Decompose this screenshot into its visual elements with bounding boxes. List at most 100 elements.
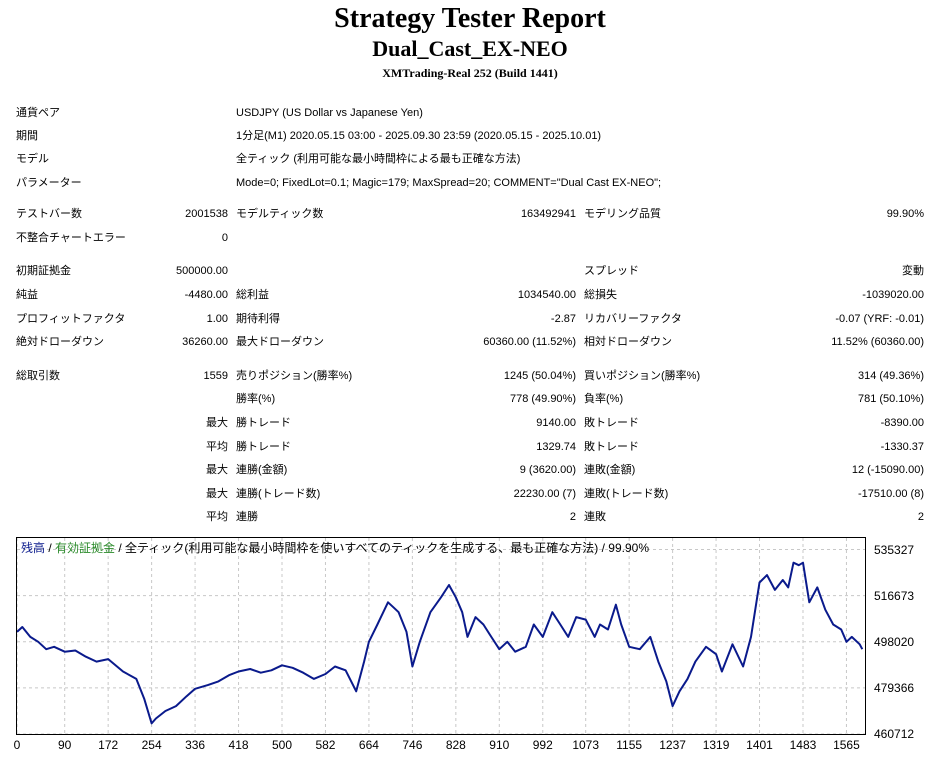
stat-value: 781 (50.10%)	[857, 393, 924, 405]
stat-value: 60360.00 (11.52%)	[483, 336, 576, 348]
stat-value: 変動	[902, 265, 924, 277]
stat-label: 連勝	[236, 511, 258, 523]
chart-caption-separator: /	[45, 541, 56, 555]
stat-value: 1245 (50.04%)	[503, 370, 576, 382]
x-tick-label: 910	[489, 738, 510, 752]
chart-caption: 残高 / 有効証拠金 / 全ティック(利用可能な最小時間枠を使いすべてのティック…	[21, 541, 649, 556]
stat-label: テストバー数	[16, 208, 82, 220]
stat-label: モデリング品質	[584, 208, 661, 220]
x-tick-label: 90	[58, 738, 72, 752]
y-tick-label: 460712	[874, 727, 915, 741]
stat-label: 総取引数	[16, 370, 60, 382]
settings-label: 通貨ペア	[16, 107, 60, 119]
stat-label: 売りポジション(勝率%)	[236, 370, 353, 382]
stat-label: 不整合チャートエラー	[16, 232, 126, 244]
stat-label: 総損失	[584, 289, 617, 301]
x-tick-label: 582	[315, 738, 336, 752]
chart-caption-details: / 全ティック(利用可能な最小時間枠を使いすべてのティックを生成する、最も正確な…	[115, 541, 649, 555]
settings-label: 期間	[16, 130, 38, 142]
stat-label: 絶対ドローダウン	[16, 336, 104, 348]
stat-value: -17510.00 (8)	[857, 488, 924, 500]
stat-label: 勝率(%)	[236, 393, 276, 405]
x-tick-label: 1073	[572, 738, 600, 752]
stat-label: リカバリーファクタ	[584, 313, 682, 325]
stat-value: 2	[569, 511, 576, 523]
stat-value: -1039020.00	[862, 289, 924, 301]
stat-label: 純益	[16, 289, 38, 301]
stat-label: 敗トレード	[584, 417, 639, 429]
stat-label: 初期証拠金	[16, 265, 71, 277]
x-tick-label: 992	[532, 738, 553, 752]
stat-prefix: 最大	[206, 417, 228, 429]
x-tick-label: 828	[445, 738, 466, 752]
stat-label: 連敗(トレード数)	[584, 488, 669, 500]
stat-prefix: 平均	[206, 441, 228, 453]
stat-label: 負率(%)	[584, 393, 624, 405]
stat-label: 買いポジション(勝率%)	[584, 370, 701, 382]
balance-series-line	[17, 561, 864, 725]
stat-label: 連敗	[584, 511, 606, 523]
report-title: Strategy Tester Report	[334, 3, 606, 34]
x-tick-label: 1237	[659, 738, 686, 752]
stat-value: 1034540.00	[517, 289, 576, 301]
stat-label: 勝トレード	[236, 441, 291, 453]
y-tick-label: 498020	[874, 634, 915, 649]
stat-value: -8390.00	[880, 417, 924, 429]
x-tick-label: 1155	[616, 738, 643, 752]
stat-value: 1559	[203, 370, 228, 382]
stat-value: 163492941	[520, 208, 576, 220]
stat-label: 総利益	[236, 289, 269, 301]
stat-label: 連勝(トレード数)	[236, 488, 321, 500]
x-tick-label: 1483	[789, 738, 817, 752]
stat-value: 22230.00 (7)	[513, 488, 576, 500]
x-tick-label: 500	[271, 738, 293, 752]
stat-label: 最大ドローダウン	[236, 336, 324, 348]
stat-label: 期待利得	[236, 313, 280, 325]
x-tick-label: 0	[13, 738, 21, 752]
stat-prefix: 最大	[206, 488, 228, 500]
stat-value: 778 (49.90%)	[509, 393, 576, 405]
chart-caption-balance: 残高	[21, 541, 46, 555]
stat-value: -0.07 (YRF: -0.01)	[835, 313, 924, 325]
stat-value: 12 (-15090.00)	[851, 464, 924, 476]
stat-value: 9 (3620.00)	[519, 464, 576, 476]
x-tick-label: 172	[98, 738, 119, 752]
stat-label: 勝トレード	[236, 417, 291, 429]
settings-label: モデル	[16, 153, 49, 165]
server-build: XMTrading-Real 252 (Build 1441)	[382, 66, 558, 80]
x-tick-label: 746	[402, 738, 423, 752]
stat-value: 99.90%	[886, 208, 924, 220]
stat-label: 連勝(金額)	[236, 464, 288, 476]
x-tick-label: 336	[185, 738, 206, 752]
stat-value: 2	[917, 511, 924, 523]
stat-prefix: 平均	[206, 511, 228, 523]
x-tick-label: 254	[141, 738, 162, 752]
settings-label: パラメーター	[16, 177, 82, 189]
ea-name: Dual_Cast_EX-NEO	[372, 36, 568, 61]
x-tick-label: 1319	[702, 738, 730, 752]
stat-value: 2001538	[185, 208, 228, 220]
stat-label: スプレッド	[584, 265, 639, 277]
stat-label: 相対ドローダウン	[584, 336, 672, 348]
stat-label: モデルティック数	[236, 208, 324, 220]
stat-label: 連敗(金額)	[584, 464, 636, 476]
settings-value: 全ティック (利用可能な最小時間枠による最も正確な方法)	[236, 153, 521, 165]
stat-value: -2.87	[550, 313, 576, 325]
stat-value: 1329.74	[536, 441, 576, 453]
stat-value: 0	[221, 232, 228, 244]
settings-value: Mode=0; FixedLot=0.1; Magic=179; MaxSpre…	[236, 177, 662, 189]
x-tick-label: 664	[358, 738, 379, 752]
settings-value: USDJPY (US Dollar vs Japanese Yen)	[236, 107, 423, 119]
chart-caption-equity: 有効証拠金	[55, 541, 116, 555]
settings-value: 1分足(M1) 2020.05.15 03:00 - 2025.09.30 23…	[236, 130, 602, 142]
stat-value: 11.52% (60360.00)	[831, 336, 924, 348]
stat-value: -4480.00	[184, 289, 228, 301]
y-tick-label: 516673	[874, 588, 915, 603]
stat-value: 36260.00	[182, 336, 228, 348]
x-tick-label: 418	[228, 738, 249, 752]
stat-value: -1330.37	[880, 441, 924, 453]
stat-label: 敗トレード	[584, 441, 639, 453]
x-tick-label: 1565	[833, 738, 860, 752]
y-tick-label: 479366	[874, 680, 915, 695]
x-tick-label: 1401	[746, 738, 773, 752]
